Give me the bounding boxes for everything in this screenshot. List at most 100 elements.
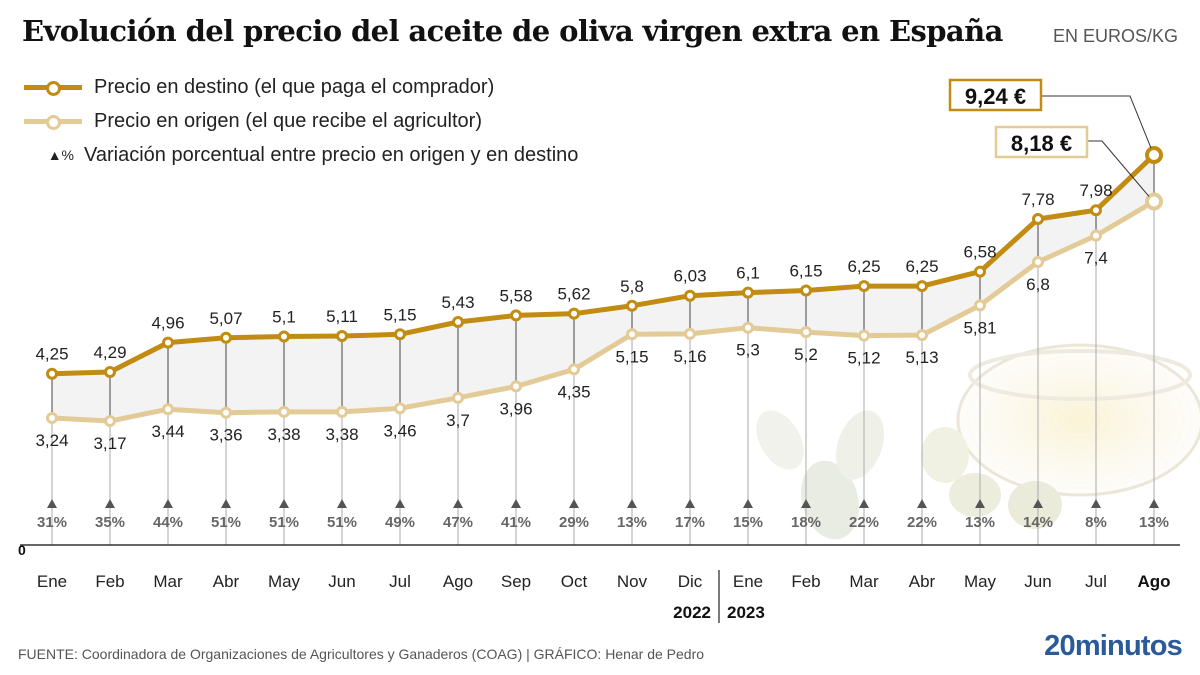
year-label-2022: 2022 [673, 603, 711, 622]
triangle-up-icon [975, 499, 985, 508]
origen-value-label: 3,38 [325, 425, 358, 444]
destino-point [452, 316, 464, 329]
origen-point [1032, 255, 1044, 268]
variation-label: 13% [617, 514, 647, 531]
origen-point [568, 363, 580, 376]
20minutos-logo: 20minutos [1044, 630, 1183, 662]
gap-area-fill [52, 155, 1154, 422]
x-tick-label: Dic [678, 572, 703, 591]
origen-value-label: 5,13 [905, 348, 938, 367]
variation-label: 18% [791, 514, 821, 531]
x-tick-label: Jun [328, 572, 355, 591]
destino-point [626, 299, 638, 312]
origen-point [684, 327, 696, 340]
origen-point [1145, 192, 1163, 211]
destino-value-label: 6,58 [963, 243, 996, 262]
triangle-up-icon [221, 499, 231, 508]
destino-value-label: 5,15 [383, 305, 416, 324]
destino-value-label: 6,15 [789, 261, 822, 280]
origen-value-label: 7,4 [1084, 249, 1108, 268]
triangle-up-icon [569, 499, 579, 508]
origen-value-label: 5,15 [615, 347, 648, 366]
destino-point [336, 330, 348, 343]
origen-point [858, 329, 870, 342]
variation-label: 44% [153, 514, 183, 531]
destino-value-label: 5,58 [499, 286, 532, 305]
destino-point [394, 328, 406, 341]
destino-point [916, 280, 928, 293]
triangle-up-icon [337, 499, 347, 508]
destino-point [568, 307, 580, 320]
legend-label-variacion: Variación porcentual entre precio en ori… [84, 143, 579, 166]
x-tick-label: Abr [213, 572, 240, 591]
variation-label: 13% [965, 514, 995, 531]
variation-label: 41% [501, 514, 531, 531]
destino-value-label: 5,62 [557, 285, 590, 304]
triangle-up-icon [47, 499, 57, 508]
callout-box-destino [948, 78, 1043, 112]
origen-point [220, 406, 232, 419]
data-labels: 4,25 4,29 4,96 5,07 5,1 5,11 5,15 5,43 5,58 5,62 5… [35, 181, 1112, 453]
x-tick-label: May [964, 572, 997, 591]
destino-point [220, 331, 232, 344]
origen-point [974, 299, 986, 312]
callouts: 9,24 € 8,18 € [948, 78, 1152, 197]
triangle-up-icon [743, 499, 753, 508]
destino-point [1032, 213, 1044, 226]
destino-point [1090, 204, 1102, 217]
variation-label: 17% [675, 514, 705, 531]
origen-value-label: 4,35 [557, 382, 590, 401]
callout-leader-destino [1041, 95, 1152, 149]
x-tick-label: May [268, 572, 301, 591]
destino-line [51, 153, 1156, 377]
destino-value-label: 4,96 [151, 314, 184, 333]
destino-value-label: 4,25 [35, 345, 68, 364]
legend-label-destino: Precio en destino (el que paga el compra… [94, 75, 495, 98]
variation-label: 49% [385, 514, 415, 531]
destino-point [684, 289, 696, 302]
connector-lines: 31% 35% 44% 51% 51% 51% 49% 47% 41% 29% 13% 17% 15% 1… [37, 155, 1169, 545]
origen-point [916, 329, 928, 342]
chart-title: Evolución del precio del aceite de oliva… [22, 14, 1003, 48]
destino-point [510, 309, 522, 322]
variation-label: 35% [95, 514, 125, 531]
destino-value-label: 6,25 [905, 257, 938, 276]
variation-label: 29% [559, 514, 589, 531]
x-tick-label: Nov [617, 572, 648, 591]
destino-point [162, 336, 174, 349]
destino-value-label: 6,03 [673, 267, 706, 286]
triangle-up-icon [627, 499, 637, 508]
triangle-up-icon [1091, 499, 1101, 508]
triangle-up-icon [279, 499, 289, 508]
variation-label: 14% [1023, 514, 1053, 531]
origen-line [51, 199, 1156, 424]
destino-value-label: 5,07 [209, 309, 242, 328]
legend-line-destino-icon [22, 74, 84, 100]
destino-point [800, 284, 812, 297]
variation-label: 15% [733, 514, 763, 531]
variation-label: 8% [1085, 514, 1107, 531]
origen-value-label: 5,16 [673, 347, 706, 366]
x-tick-label: Feb [791, 572, 820, 591]
callout-value-origen: 8,18 € [1011, 131, 1072, 156]
destino-point [974, 265, 986, 278]
destino-value-label: 7,98 [1079, 181, 1112, 200]
legend-item-destino: Precio en destino (el que paga el compra… [22, 74, 494, 100]
series-lines [51, 153, 1156, 424]
triangle-up-icon [685, 499, 695, 508]
x-tick-label: Ago [1137, 572, 1170, 591]
x-tick-label: Sep [501, 572, 531, 591]
origen-value-label: 3,17 [93, 434, 126, 453]
variation-label: 22% [849, 514, 879, 531]
variation-label: 47% [443, 514, 473, 531]
x-tick-label: Ago [443, 572, 473, 591]
x-axis: 0 Ene Feb Mar Abr May Jun Jul Ago Sep Oct Nov Dic Ene… [18, 542, 1180, 623]
legend-item-origen: Precio en origen (el que recibe el agric… [22, 108, 482, 134]
triangle-up-icon [859, 499, 869, 508]
origen-point [626, 328, 638, 341]
destino-value-label: 5,1 [272, 307, 296, 326]
destino-value-label: 5,11 [326, 307, 358, 326]
x-tick-label: Feb [95, 572, 124, 591]
year-label-2023: 2023 [727, 603, 765, 622]
